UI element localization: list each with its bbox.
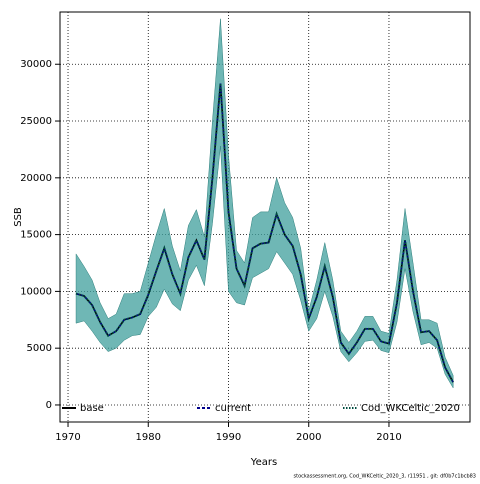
y-tick-label: 20000	[20, 173, 52, 184]
legend-label: current	[215, 403, 251, 414]
x-tick-label: 1970	[55, 432, 80, 443]
y-tick-label: 30000	[20, 59, 52, 70]
x-tick-label: 2010	[376, 432, 401, 443]
plot-frame	[59, 11, 471, 423]
x-axis-label: Years	[250, 457, 277, 468]
x-tick-label: 2000	[296, 432, 321, 443]
y-tick-label: 0	[46, 400, 52, 411]
y-tick-label: 10000	[20, 286, 52, 297]
y-tick-label: 25000	[20, 116, 52, 127]
y-tick-label: 5000	[27, 343, 52, 354]
footer: stockassessment.org, Cod_WKCeltic_2020_3…	[294, 474, 477, 480]
legend-label: base	[80, 403, 104, 414]
series-line	[75, 83, 455, 383]
y-tick-label: 15000	[20, 230, 52, 241]
x-tick-label: 1990	[216, 432, 241, 443]
series-line	[75, 83, 454, 383]
confidence-band	[75, 18, 454, 389]
x-tick-label: 1980	[136, 432, 161, 443]
y-axis-label: SSB	[13, 207, 24, 227]
legend-label: Cod_WKCeltic_2020	[361, 403, 460, 414]
